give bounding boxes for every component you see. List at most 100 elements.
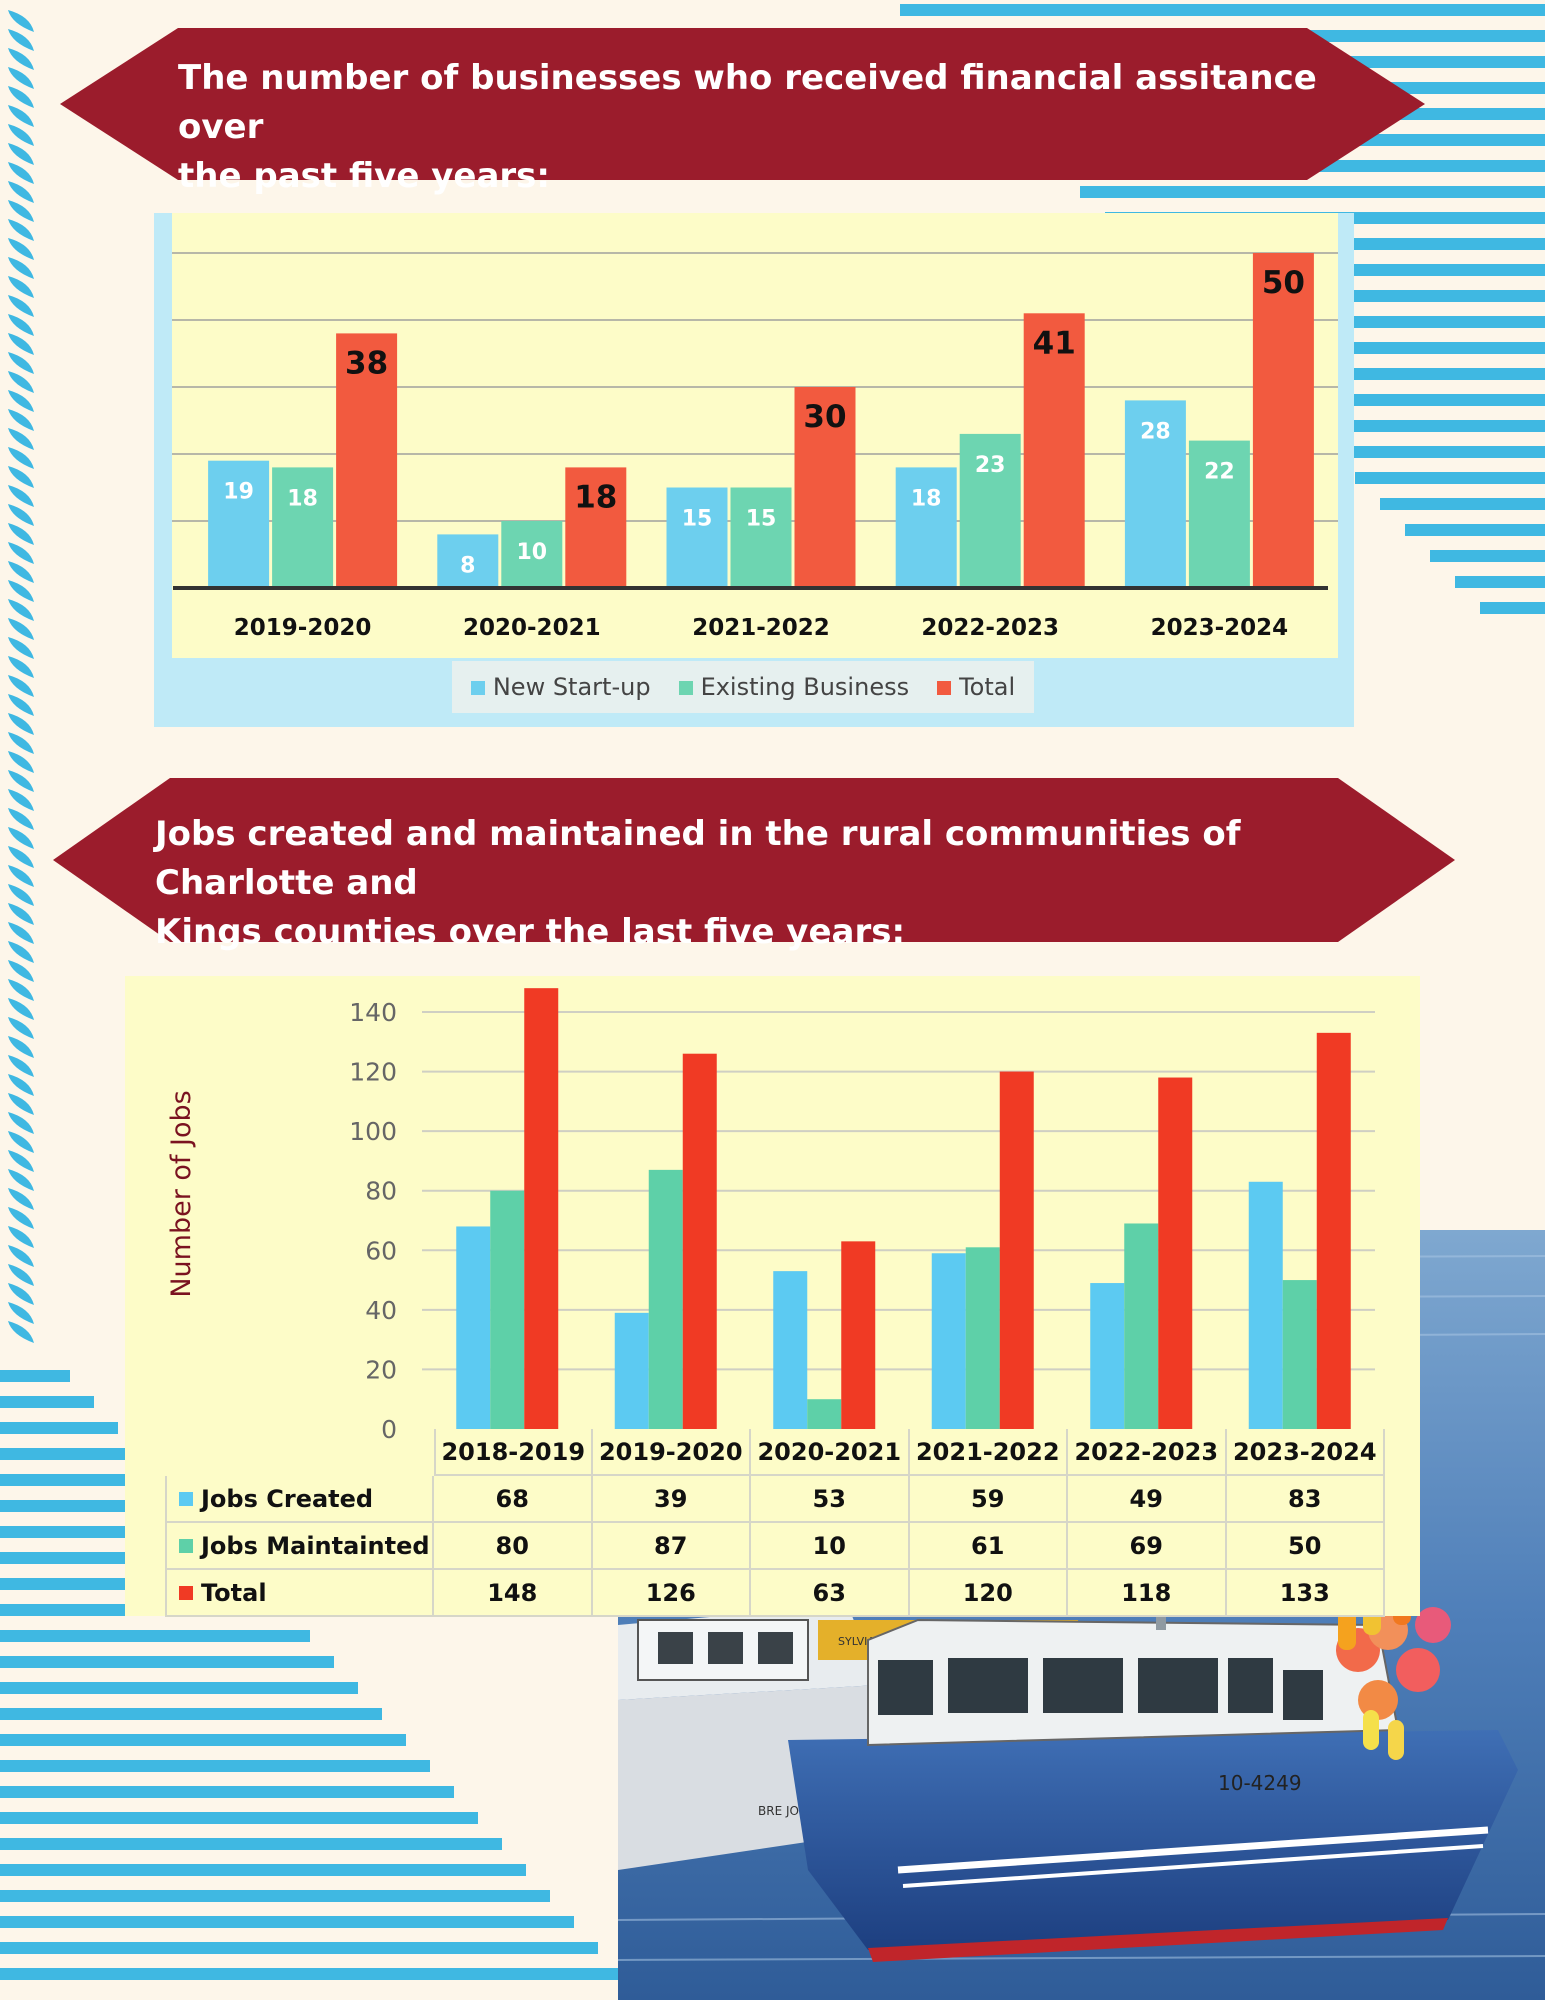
bar-total	[565, 467, 627, 588]
bar-total	[1158, 1077, 1193, 1429]
data-label: 23	[975, 453, 1006, 478]
rope-twist	[8, 922, 34, 944]
stripe	[0, 1656, 334, 1668]
table-header-cell: 2018-2019	[434, 1429, 593, 1476]
rope-twist	[8, 86, 34, 108]
stripe	[0, 1448, 142, 1460]
rope-twist	[8, 219, 34, 241]
table-cell: 148	[434, 1570, 593, 1617]
stripe	[0, 1786, 454, 1798]
bar-jobs-maintainted	[648, 1169, 683, 1429]
stripe-decoration-bottom-left	[0, 1370, 622, 1980]
legend-label-total: Total	[959, 673, 1016, 701]
stripe	[0, 1968, 622, 1980]
table-cell: 68	[434, 1476, 593, 1523]
rope-twist	[8, 770, 34, 792]
stripe	[0, 1708, 382, 1720]
rope-decoration-left	[8, 10, 34, 1343]
legend-swatch-jobs-maintained	[179, 1538, 193, 1553]
rope-twist	[8, 447, 34, 469]
table-cell: 59	[909, 1476, 1068, 1523]
rope-twist	[8, 371, 34, 393]
rope-twist	[8, 276, 34, 298]
rope-twist	[8, 1055, 34, 1077]
stripe	[1480, 602, 1545, 614]
data-label: 30	[803, 399, 846, 435]
banner-1	[60, 28, 1425, 180]
rope-twist	[8, 732, 34, 754]
rope-twist	[8, 675, 34, 697]
table-cell: 87	[592, 1523, 751, 1570]
stripe	[1080, 186, 1545, 198]
y-tick-label: 140	[349, 998, 397, 1027]
table-cell: 120	[909, 1570, 1068, 1617]
legend-swatch-jobs-created	[179, 1491, 193, 1506]
legend-item-total: Total	[937, 673, 1015, 701]
table-cell: 69	[1068, 1523, 1227, 1570]
stripe	[1330, 446, 1545, 458]
stripe	[0, 1760, 430, 1772]
table-row-label-total: Total	[165, 1570, 434, 1617]
legend-label-jobs-created: Jobs Created	[201, 1484, 374, 1513]
chart-2-svg: 0 20 40 60 80 100 120 140	[349, 988, 1375, 1444]
stripe	[1305, 420, 1545, 432]
x-tick-label: 2023-2024	[1151, 615, 1289, 641]
bar-new-start-up	[1124, 400, 1186, 588]
stripe	[1455, 576, 1545, 588]
legend-label-existing-business: Existing Business	[700, 673, 910, 701]
legend-swatch-total	[179, 1585, 193, 1600]
bar-new-start-up	[208, 460, 270, 588]
y-tick-label: 20	[365, 1355, 397, 1384]
banner-1-line-1: The number of businesses who received fi…	[178, 58, 1317, 147]
rope-twist	[8, 1150, 34, 1172]
rope-twist	[8, 295, 34, 317]
table-cell: 10	[751, 1523, 910, 1570]
stripe	[0, 1916, 574, 1928]
stripe	[900, 4, 1545, 16]
stripe	[0, 1396, 94, 1408]
banner-2-title: Jobs created and maintained in the rural…	[155, 810, 1405, 957]
stripe	[0, 1942, 598, 1954]
stripe	[0, 1812, 478, 1824]
stripe	[0, 1890, 550, 1902]
table-cell: 80	[434, 1523, 593, 1570]
stripe	[0, 1734, 406, 1746]
bar-existing-business	[1188, 440, 1250, 588]
data-label: 38	[345, 345, 388, 381]
boat-number: 10-4249	[1218, 1771, 1302, 1795]
rope-twist	[8, 1131, 34, 1153]
bar-existing-business	[501, 521, 563, 588]
rope-twist	[8, 561, 34, 583]
rope-twist	[8, 1112, 34, 1134]
data-label: 19	[223, 480, 254, 505]
bar-jobs-created	[1090, 1283, 1125, 1429]
rope-twist	[8, 998, 34, 1020]
bar-existing-business	[730, 487, 792, 588]
stripe	[0, 1370, 70, 1382]
bar-total	[1252, 253, 1314, 588]
rope-twist	[8, 941, 34, 963]
banner-1-title: The number of businesses who received fi…	[178, 54, 1328, 201]
legend-swatch-total	[937, 681, 952, 695]
bar-total	[682, 1053, 717, 1429]
rope-twist	[8, 67, 34, 89]
y-tick-label: 60	[365, 1236, 397, 1265]
bar-jobs-created	[614, 1312, 649, 1429]
rope-twist	[8, 48, 34, 70]
rope-twist	[8, 238, 34, 260]
bar-total	[1023, 313, 1085, 588]
rope-twist	[8, 352, 34, 374]
bar-jobs-maintainted	[1124, 1223, 1159, 1429]
rope-twist	[8, 1017, 34, 1039]
rope-twist	[8, 713, 34, 735]
y-tick-label: 0	[381, 1415, 397, 1444]
data-label: 18	[911, 486, 942, 511]
rope-twist	[8, 181, 34, 203]
rope-twist	[8, 599, 34, 621]
rope-twist	[8, 1283, 34, 1305]
rope-twist	[8, 979, 34, 1001]
rope-twist	[8, 618, 34, 640]
rope-twist	[8, 1321, 34, 1343]
bar-jobs-maintainted	[807, 1399, 842, 1429]
bar-new-start-up	[666, 487, 728, 588]
